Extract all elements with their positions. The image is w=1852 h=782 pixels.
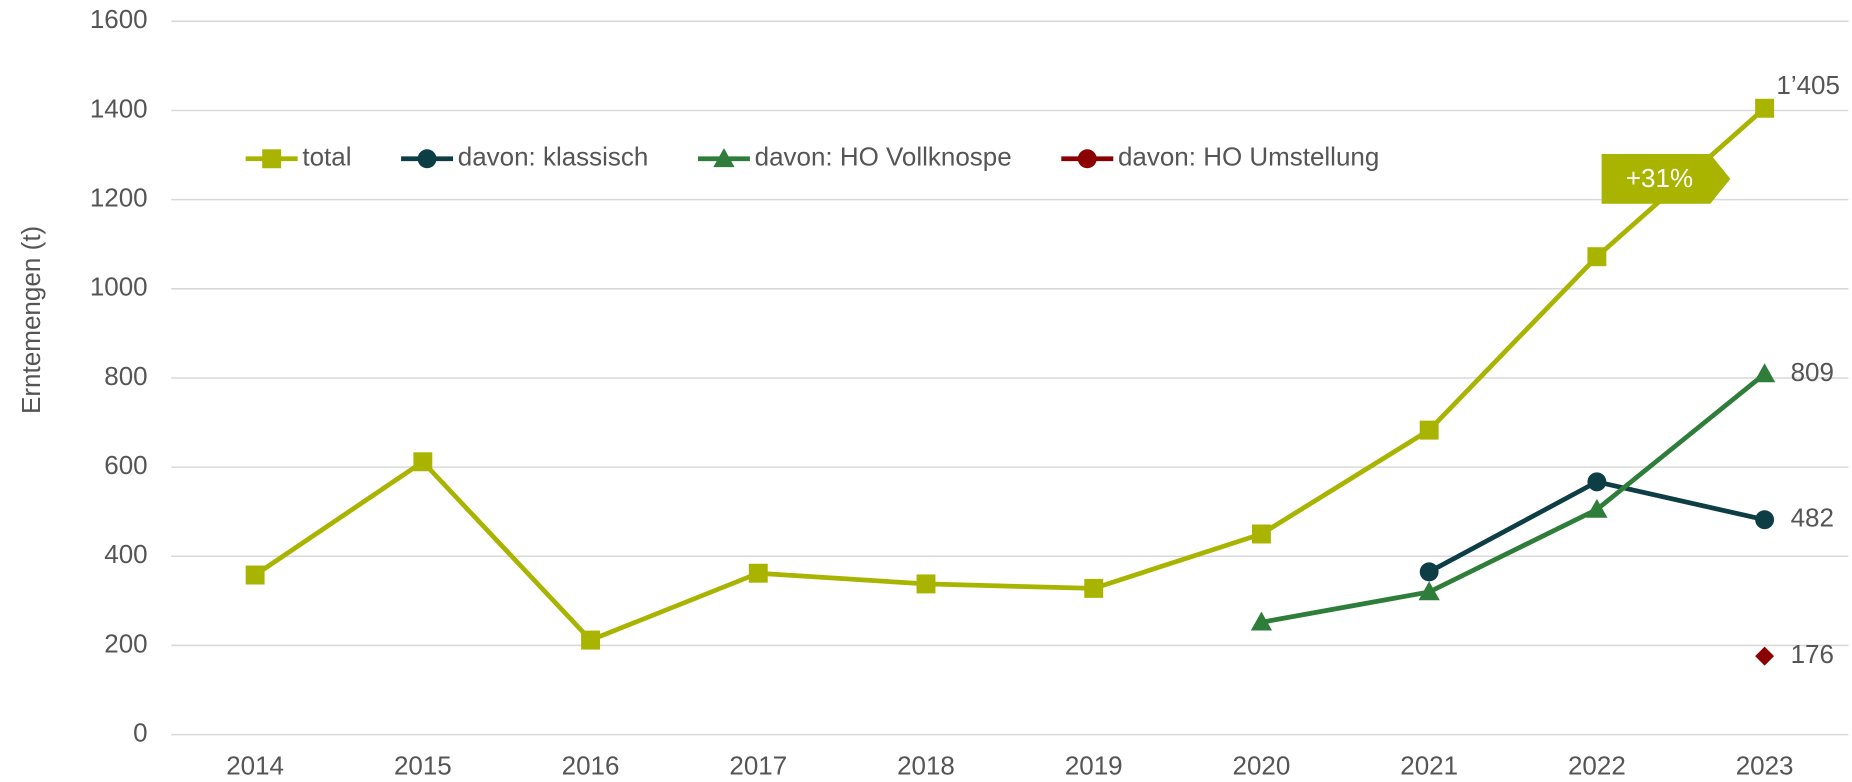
x-tick-label: 2021 [1400, 751, 1458, 781]
y-tick-label: 200 [104, 628, 147, 658]
data-point [1251, 524, 1271, 544]
series-line [1261, 372, 1767, 625]
y-tick-label: 800 [104, 361, 147, 391]
x-tick-label: 2016 [562, 751, 620, 781]
data-point [1587, 472, 1607, 492]
data-point [1587, 247, 1607, 267]
legend-label: total [302, 142, 351, 172]
series-line [253, 106, 1767, 643]
data-point [245, 565, 265, 585]
data-point [1755, 510, 1775, 530]
legend-marker [1077, 149, 1097, 169]
data-point [1419, 562, 1439, 582]
x-tick-label: 2015 [394, 751, 452, 781]
y-tick-label: 1600 [90, 4, 148, 34]
x-tick-label: 2022 [1568, 751, 1626, 781]
y-tick-label: 1400 [90, 93, 148, 123]
annotation: +31% [1626, 163, 1693, 193]
data-point [748, 563, 768, 583]
data-point [1250, 611, 1273, 631]
legend-marker [262, 149, 282, 169]
data-point [1755, 646, 1775, 666]
data-point [1586, 498, 1608, 518]
x-tick-label: 2018 [897, 751, 955, 781]
y-axis-label: Erntemengen (t) [16, 226, 46, 414]
x-tick-label: 2023 [1736, 751, 1794, 781]
legend-label: davon: HO Umstellung [1118, 142, 1379, 172]
y-tick-label: 1000 [90, 272, 148, 302]
y-tick-label: 0 [133, 717, 147, 747]
x-tick-label: 2017 [729, 751, 787, 781]
y-tick-label: 400 [104, 539, 147, 569]
legend-marker [713, 148, 735, 168]
data-point [1753, 363, 1776, 383]
data-point [1755, 98, 1775, 118]
series-line [1428, 479, 1766, 574]
data-label: 1’405 [1776, 70, 1840, 100]
legend-label: davon: klassisch [458, 142, 649, 172]
x-tick-label: 2014 [226, 751, 284, 781]
data-point [916, 574, 936, 594]
data-point [1418, 581, 1440, 601]
data-point [413, 452, 433, 472]
y-tick-label: 600 [104, 450, 147, 480]
legend-label: davon: HO Vollknospe [755, 142, 1012, 172]
data-label: 482 [1791, 503, 1834, 533]
data-label: 809 [1791, 357, 1834, 387]
x-tick-label: 2020 [1233, 751, 1291, 781]
x-tick-label: 2019 [1065, 751, 1123, 781]
data-point [1419, 420, 1439, 440]
legend-marker [417, 149, 437, 169]
data-label: 176 [1791, 639, 1834, 669]
annotation-box [1601, 154, 1731, 204]
data-point [1084, 578, 1104, 598]
y-tick-label: 1200 [90, 182, 148, 212]
data-point [581, 630, 601, 650]
